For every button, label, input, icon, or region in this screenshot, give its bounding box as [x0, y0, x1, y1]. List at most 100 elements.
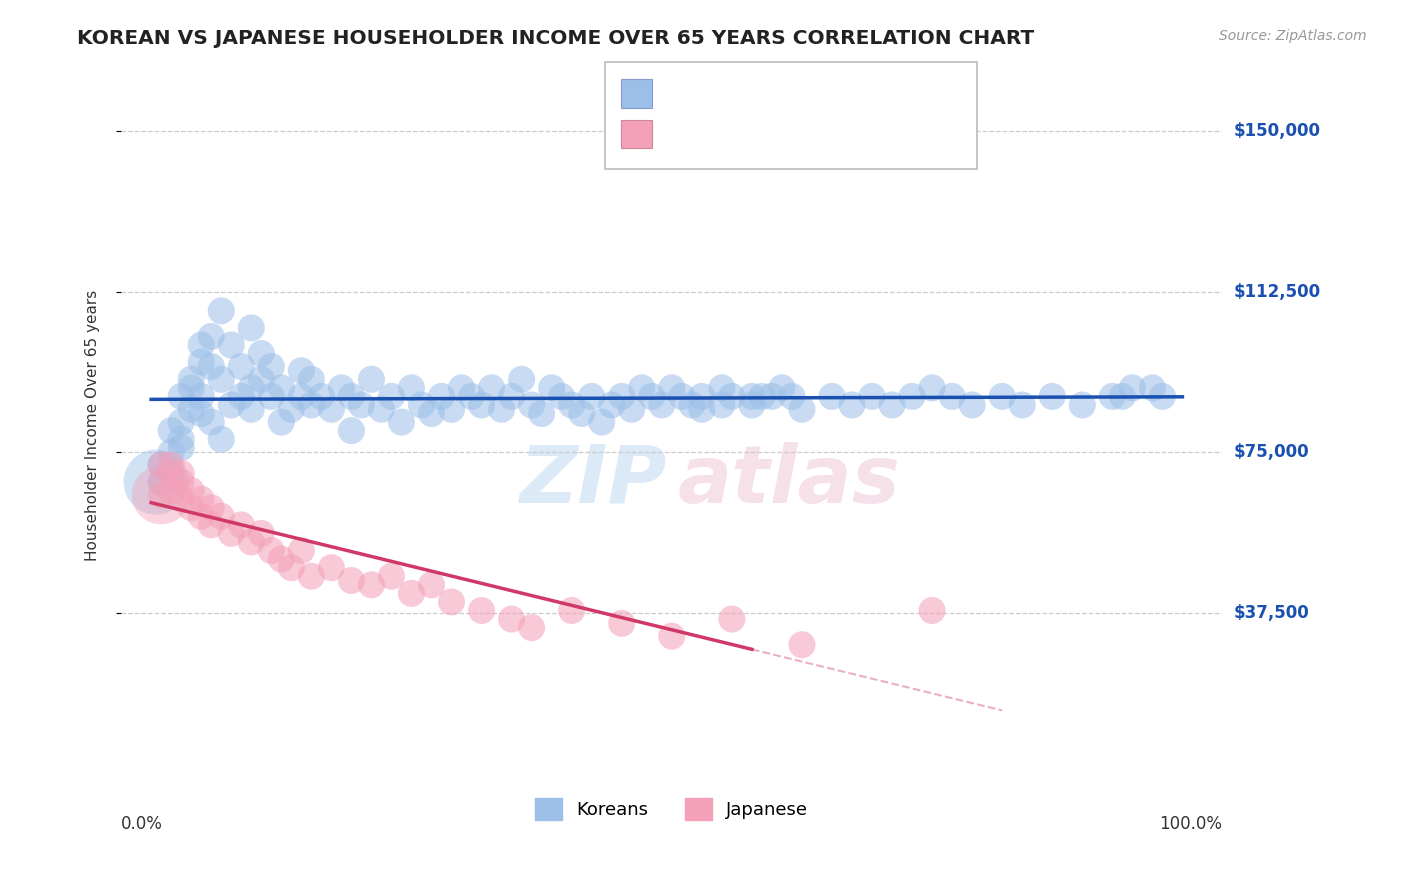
- Point: [219, 526, 242, 541]
- Point: [150, 475, 173, 489]
- Point: [721, 612, 744, 626]
- Point: [710, 398, 733, 412]
- Point: [860, 389, 883, 403]
- Point: [299, 372, 322, 386]
- Point: [200, 517, 222, 532]
- Point: [770, 381, 793, 395]
- Point: [780, 389, 803, 403]
- Point: [741, 398, 763, 412]
- Point: [741, 389, 763, 403]
- Point: [240, 321, 263, 335]
- Text: ZIP: ZIP: [519, 442, 666, 520]
- Point: [160, 467, 183, 481]
- Point: [170, 432, 193, 446]
- Point: [960, 398, 983, 412]
- Point: [690, 389, 713, 403]
- Point: [250, 346, 273, 360]
- Point: [209, 303, 232, 318]
- Point: [190, 509, 212, 524]
- Point: [219, 398, 242, 412]
- Point: [761, 389, 783, 403]
- Point: [370, 402, 392, 417]
- Point: [270, 415, 292, 429]
- Point: [510, 372, 533, 386]
- Point: [200, 359, 222, 374]
- Point: [401, 381, 423, 395]
- Point: [561, 603, 583, 617]
- Point: [571, 407, 593, 421]
- Point: [1152, 389, 1174, 403]
- Point: [209, 372, 232, 386]
- Point: [260, 389, 283, 403]
- Point: [150, 458, 173, 472]
- Point: [170, 389, 193, 403]
- Text: $75,000: $75,000: [1233, 443, 1309, 461]
- Point: [1111, 389, 1133, 403]
- Point: [280, 560, 302, 574]
- Point: [190, 492, 212, 507]
- Point: [1011, 398, 1033, 412]
- Point: [311, 389, 333, 403]
- Text: 100.0%: 100.0%: [1160, 815, 1222, 833]
- Point: [1121, 381, 1143, 395]
- Text: $112,500: $112,500: [1233, 283, 1320, 301]
- Point: [340, 574, 363, 588]
- Point: [150, 458, 173, 472]
- Point: [209, 509, 232, 524]
- Point: [651, 398, 673, 412]
- Point: [581, 389, 603, 403]
- Point: [340, 389, 363, 403]
- Point: [681, 398, 703, 412]
- Point: [880, 398, 903, 412]
- Point: [180, 500, 202, 515]
- Point: [1071, 398, 1094, 412]
- Point: [180, 372, 202, 386]
- Point: [160, 445, 183, 459]
- Point: [150, 475, 173, 489]
- Point: [661, 381, 683, 395]
- Point: [420, 578, 443, 592]
- Point: [751, 389, 773, 403]
- Point: [290, 364, 312, 378]
- Point: [231, 517, 253, 532]
- Point: [340, 424, 363, 438]
- Point: [991, 389, 1014, 403]
- Point: [901, 389, 924, 403]
- Point: [180, 483, 202, 498]
- Point: [671, 389, 693, 403]
- Point: [790, 638, 813, 652]
- Point: [941, 389, 963, 403]
- Point: [299, 398, 322, 412]
- Point: [240, 381, 263, 395]
- Point: [440, 595, 463, 609]
- Point: [641, 389, 664, 403]
- Point: [630, 381, 652, 395]
- Text: 0.0%: 0.0%: [121, 815, 163, 833]
- Text: R =: R =: [662, 85, 696, 103]
- Point: [420, 407, 443, 421]
- Point: [250, 372, 273, 386]
- Point: [440, 402, 463, 417]
- Point: [380, 569, 402, 583]
- Point: [270, 552, 292, 566]
- Point: [430, 389, 453, 403]
- Point: [501, 612, 523, 626]
- Point: [821, 389, 844, 403]
- Legend: Koreans, Japanese: Koreans, Japanese: [529, 790, 815, 827]
- Point: [321, 402, 343, 417]
- Point: [299, 569, 322, 583]
- Point: [520, 621, 543, 635]
- Point: [280, 402, 302, 417]
- Point: [170, 492, 193, 507]
- Point: [921, 381, 943, 395]
- Point: [145, 475, 167, 489]
- Point: [260, 359, 283, 374]
- Point: [270, 381, 292, 395]
- Point: [160, 424, 183, 438]
- Text: R =: R =: [662, 125, 696, 143]
- Point: [540, 381, 562, 395]
- Text: -0.494: -0.494: [724, 125, 789, 143]
- Point: [160, 467, 183, 481]
- Point: [209, 432, 232, 446]
- Point: [610, 616, 633, 631]
